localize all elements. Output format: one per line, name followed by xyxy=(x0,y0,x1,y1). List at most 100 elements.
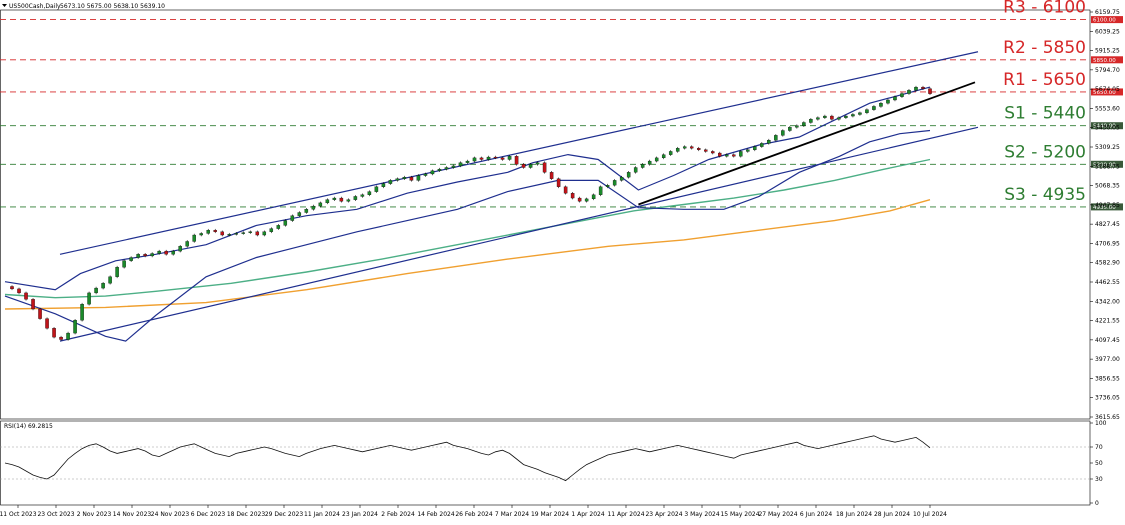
candle-body xyxy=(402,177,407,179)
y-tick-label: 4221.55 xyxy=(1095,318,1120,325)
candle-body xyxy=(227,234,231,236)
y-tick-label: 4947.85 xyxy=(1095,202,1120,209)
candle-body xyxy=(844,115,848,118)
y-tick-label: 6039.25 xyxy=(1095,28,1120,35)
moving-average-ma_green xyxy=(4,158,931,299)
y-tick-label: 4706.95 xyxy=(1095,240,1120,247)
candle-body xyxy=(332,197,337,200)
y-tick-label: 5430.05 xyxy=(1095,125,1120,132)
chart-ohlc-label: 5673.10 5675.00 5638.10 5639.10 xyxy=(60,3,165,10)
y-tick-label: 4342.00 xyxy=(1095,298,1120,305)
rsi-label: RSI(14) 69.2815 xyxy=(4,423,53,430)
candle-body xyxy=(718,152,722,157)
candle-body xyxy=(24,292,28,300)
y-tick-label: 4827.45 xyxy=(1095,221,1120,228)
candle-body xyxy=(858,112,862,115)
candle-body xyxy=(753,146,757,150)
x-tick-label: 3 May 2024 xyxy=(684,511,719,518)
candle-body xyxy=(584,198,589,202)
candle-body xyxy=(788,127,792,131)
candle-body xyxy=(865,109,869,113)
candle-body xyxy=(598,186,603,195)
y-tick-label: 6159.75 xyxy=(1095,9,1120,16)
candle-body xyxy=(353,196,358,200)
y-tick-label: 5674.05 xyxy=(1095,86,1120,93)
level-label-s2: S2 - 5200 xyxy=(1004,142,1086,162)
price-pane-frame xyxy=(0,9,1091,420)
candle-body xyxy=(893,96,897,101)
x-tick-label: 18 Jun 2024 xyxy=(836,511,872,518)
candle-body xyxy=(746,149,750,152)
candle-body xyxy=(605,185,610,187)
collapse-triangle-icon[interactable] xyxy=(2,4,7,7)
candle-body xyxy=(367,191,372,195)
level-price-box-r2 xyxy=(1091,56,1123,64)
y-tick-label: 3736.05 xyxy=(1095,395,1120,402)
candle-body xyxy=(879,103,883,107)
trend-line-channel_upper xyxy=(59,51,979,255)
candle-body xyxy=(325,199,330,204)
y-tick-label: 5188.75 xyxy=(1095,163,1120,170)
level-label-r2: R2 - 5850 xyxy=(1003,38,1086,58)
candle-body xyxy=(143,254,147,257)
candle-body xyxy=(430,170,435,175)
x-tick-label: 11 Apr 2024 xyxy=(607,511,644,518)
candle-body xyxy=(830,115,834,120)
candle-body xyxy=(886,99,890,104)
x-tick-label: 14 Nov 2023 xyxy=(113,511,152,518)
candle-body xyxy=(276,225,281,229)
candle-body xyxy=(486,156,491,160)
level-label-r3: R3 - 6100 xyxy=(1003,0,1086,18)
candle-body xyxy=(171,250,175,255)
candle-body xyxy=(339,197,344,202)
candle-body xyxy=(528,164,533,168)
x-tick-label: 2 Feb 2024 xyxy=(381,511,415,518)
x-tick-label: 11 Oct 2023 xyxy=(0,511,37,518)
candle-body xyxy=(192,234,196,242)
x-tick-label: 14 Feb 2024 xyxy=(417,511,455,518)
candle-body xyxy=(213,230,217,232)
candle-body xyxy=(255,231,260,236)
level-price-box-text-r1: 5650.00 xyxy=(1093,90,1116,96)
level-label-s1: S1 - 5440 xyxy=(1004,104,1086,124)
candle-body xyxy=(542,162,547,173)
candle-body xyxy=(507,156,512,160)
candle-body xyxy=(921,86,925,89)
level-price-box-text-r3: 6100.00 xyxy=(1093,18,1116,24)
y-tick-label: 3977.00 xyxy=(1095,356,1120,363)
trend-line-trendline_black xyxy=(638,81,976,206)
candle-body xyxy=(444,167,449,170)
candle-body xyxy=(479,157,484,160)
candle-body xyxy=(94,287,98,294)
candle-body xyxy=(521,164,526,168)
candle-body xyxy=(626,172,631,178)
candle-body xyxy=(31,299,35,310)
candle-body xyxy=(409,177,414,181)
level-price-box-s2 xyxy=(1091,160,1123,168)
trend-line-channel_lower xyxy=(59,126,979,342)
x-tick-label: 24 Nov 2023 xyxy=(151,511,190,518)
rsi-y-tick-label: 0 xyxy=(1095,500,1099,507)
candle-body xyxy=(66,332,70,340)
rsi-y-tick-label: 50 xyxy=(1095,460,1103,467)
candle-body xyxy=(157,250,161,254)
candle-body xyxy=(633,167,638,173)
candle-body xyxy=(493,156,498,159)
y-tick-label: 5915.25 xyxy=(1095,48,1120,55)
candle-body xyxy=(178,246,182,252)
rsi-y-tick-label: 100 xyxy=(1095,420,1107,427)
candle-body xyxy=(87,292,91,305)
candle-body xyxy=(388,180,393,184)
candle-body xyxy=(549,172,554,179)
candle-body xyxy=(73,320,77,334)
candle-body xyxy=(809,119,813,123)
x-tick-label: 1 Apr 2024 xyxy=(571,511,604,518)
candle-body xyxy=(872,106,876,110)
candle-body xyxy=(591,194,596,200)
moving-average-ma_orange xyxy=(4,199,931,310)
x-tick-label: 2 Nov 2023 xyxy=(77,511,112,518)
candle-body xyxy=(640,164,645,168)
candle-body xyxy=(914,86,918,91)
x-tick-label: 28 Jun 2024 xyxy=(874,511,910,518)
